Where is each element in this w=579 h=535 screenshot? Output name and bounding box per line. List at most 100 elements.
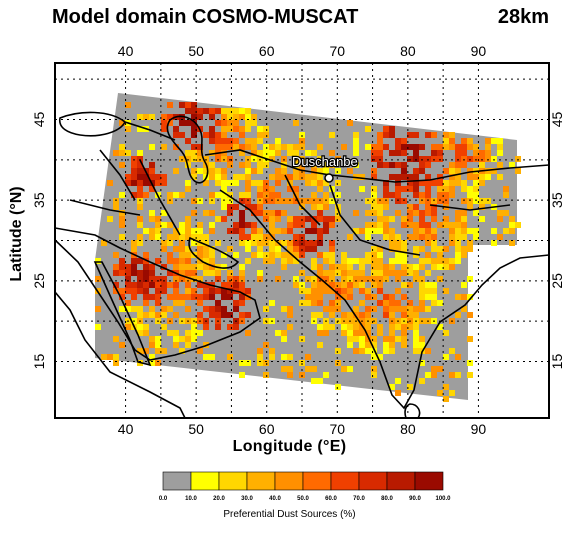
dust-cell	[239, 210, 245, 216]
colorbar-swatch	[330, 471, 360, 491]
dust-cell	[173, 276, 179, 282]
dust-cell	[449, 168, 455, 174]
dust-cell	[407, 132, 413, 138]
dust-cell	[473, 174, 479, 180]
dust-cell	[443, 192, 449, 198]
dust-cell	[305, 228, 311, 234]
dust-cell	[197, 150, 203, 156]
dust-cell	[461, 156, 467, 162]
dust-cell	[377, 264, 383, 270]
dust-cell	[491, 240, 497, 246]
dust-cell	[365, 324, 371, 330]
dust-cell	[137, 288, 143, 294]
dust-cell	[173, 288, 179, 294]
dust-cell	[293, 186, 299, 192]
dust-cell	[137, 312, 143, 318]
dust-cell	[359, 276, 365, 282]
dust-cell	[167, 282, 173, 288]
dust-cell	[233, 174, 239, 180]
dust-cell	[467, 192, 473, 198]
dust-cell	[257, 234, 263, 240]
dust-cell	[131, 264, 137, 270]
black-sea-outline	[58, 111, 127, 137]
dust-cell	[293, 246, 299, 252]
dust-cell	[335, 306, 341, 312]
dust-cell	[245, 114, 251, 120]
dust-cell	[197, 246, 203, 252]
dust-cell	[377, 228, 383, 234]
dust-cell	[221, 180, 227, 186]
dust-cell	[359, 174, 365, 180]
dust-cell	[161, 180, 167, 186]
dust-cell	[449, 186, 455, 192]
dust-cell	[185, 228, 191, 234]
dust-cell	[203, 108, 209, 114]
dust-cell	[437, 198, 443, 204]
dust-cell	[287, 180, 293, 186]
dust-cell	[149, 186, 155, 192]
dust-cell	[473, 228, 479, 234]
dust-cell	[137, 204, 143, 210]
dust-cell	[395, 210, 401, 216]
dust-cell	[407, 180, 413, 186]
dust-cell	[419, 162, 425, 168]
dust-cell	[167, 330, 173, 336]
dust-cell	[209, 114, 215, 120]
dust-cell	[353, 162, 359, 168]
dust-cell	[305, 240, 311, 246]
dust-cell	[191, 108, 197, 114]
dust-cell	[149, 342, 155, 348]
dust-cell	[347, 336, 353, 342]
dust-cell	[155, 216, 161, 222]
dust-cell	[317, 174, 323, 180]
dust-cell	[269, 156, 275, 162]
dust-cell	[149, 306, 155, 312]
dust-cell	[251, 204, 257, 210]
dust-cell	[509, 228, 515, 234]
dust-cell	[173, 168, 179, 174]
dust-cell	[419, 234, 425, 240]
dust-cell	[353, 144, 359, 150]
dust-cell	[149, 354, 155, 360]
lon-tick-bottom: 80	[400, 421, 416, 437]
dust-cell	[185, 306, 191, 312]
dust-cell	[467, 144, 473, 150]
dust-cell	[401, 342, 407, 348]
dust-cell	[377, 270, 383, 276]
dust-cell	[311, 276, 317, 282]
dust-cell	[335, 360, 341, 366]
dust-cell	[419, 276, 425, 282]
coastlines	[55, 111, 549, 418]
dust-cell	[377, 324, 383, 330]
dust-cell	[359, 264, 365, 270]
dust-cell	[353, 336, 359, 342]
dust-cell	[389, 246, 395, 252]
dust-cell	[137, 114, 143, 120]
dust-cell	[209, 150, 215, 156]
dust-cell	[293, 150, 299, 156]
dust-cell	[431, 180, 437, 186]
dust-cell	[263, 360, 269, 366]
dust-cell	[125, 276, 131, 282]
dust-cell	[233, 180, 239, 186]
dust-cell	[227, 354, 233, 360]
dust-cell	[245, 138, 251, 144]
dust-cell	[215, 120, 221, 126]
dust-cell	[359, 300, 365, 306]
dust-cell	[167, 252, 173, 258]
dust-cell	[461, 228, 467, 234]
dust-cell	[161, 246, 167, 252]
dust-cell	[239, 270, 245, 276]
dust-cell	[323, 222, 329, 228]
dust-cell	[215, 288, 221, 294]
dust-cell	[287, 306, 293, 312]
dust-cell	[371, 204, 377, 210]
dust-cell	[119, 270, 125, 276]
dust-cell	[377, 132, 383, 138]
dust-cell	[365, 276, 371, 282]
dust-cell	[353, 258, 359, 264]
dust-cell	[377, 138, 383, 144]
dust-cell	[371, 366, 377, 372]
dust-cell	[281, 156, 287, 162]
dust-cell	[113, 264, 119, 270]
